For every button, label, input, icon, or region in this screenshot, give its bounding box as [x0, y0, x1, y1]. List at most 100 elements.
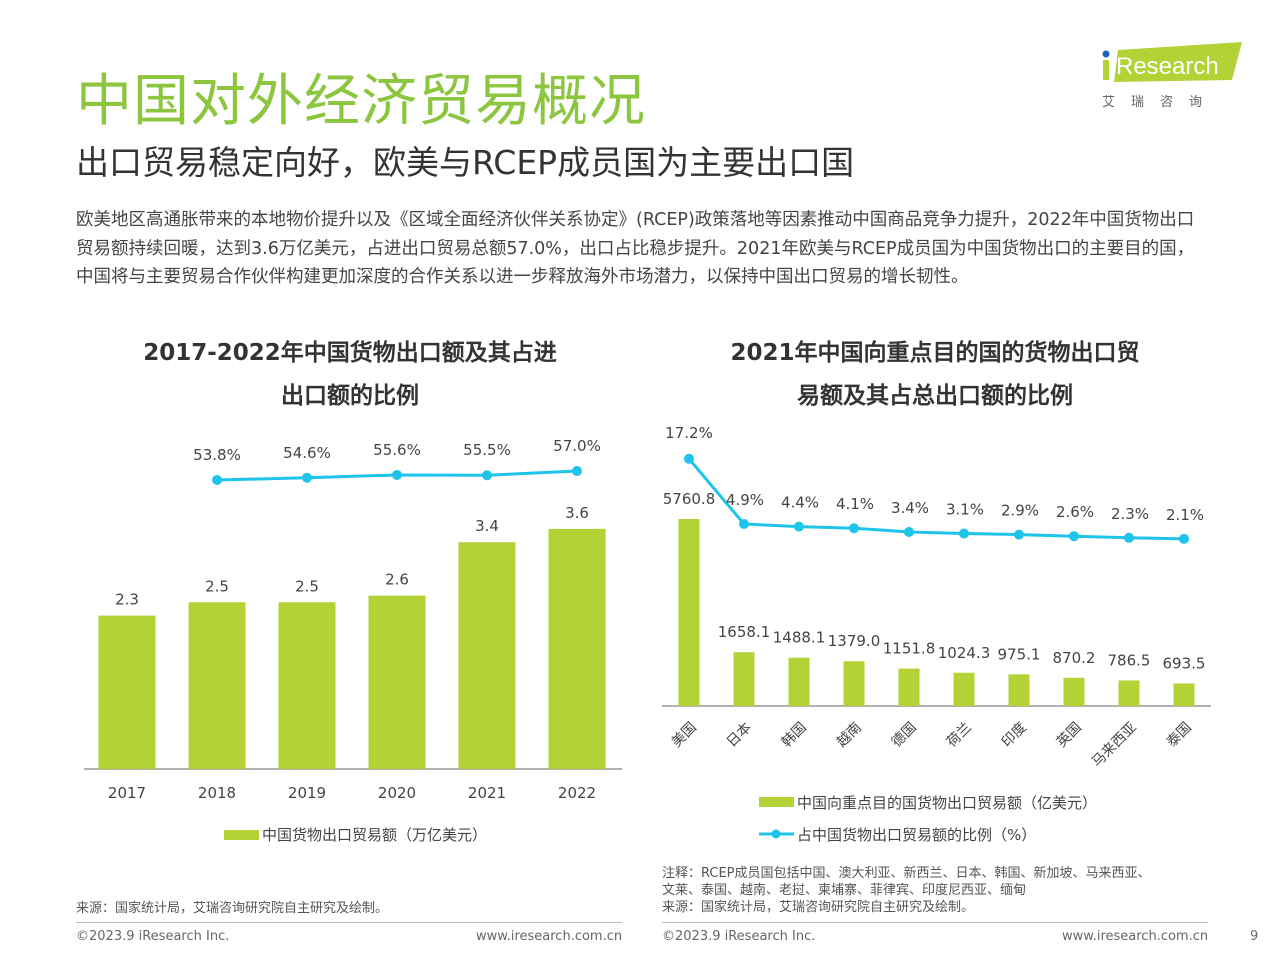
bar-label: 693.5	[1163, 654, 1206, 672]
right-source: 来源：国家统计局，艾瑞咨询研究院自主研究及绘制。	[662, 900, 975, 915]
bar	[1063, 677, 1085, 706]
line-label: 2.1%	[1166, 506, 1204, 524]
line-point	[482, 470, 492, 481]
legend-marker	[771, 829, 781, 839]
legend-swatch	[759, 797, 794, 807]
x-tick-label: 2022	[558, 784, 596, 802]
page-title: 中国对外经济贸易概况	[76, 69, 646, 134]
bar-label: 1488.1	[773, 629, 826, 647]
line-label: 55.6%	[373, 441, 421, 459]
line-point	[212, 475, 222, 485]
title-line: 2017-2022年中国货物出口额及其占进	[143, 340, 557, 366]
line-point	[392, 469, 402, 480]
x-tick-label: 马来西亚	[1089, 720, 1140, 771]
line-point	[684, 453, 694, 464]
bar	[898, 668, 920, 706]
line-label: 2.3%	[1111, 505, 1149, 523]
bar-label: 3.6	[565, 504, 589, 522]
bar	[678, 519, 700, 706]
line-label: 3.1%	[946, 501, 984, 519]
line-label: 4.4%	[781, 494, 819, 512]
url-right[interactable]: www.iresearch.com.cn	[1062, 929, 1209, 944]
x-tick-label: 2017	[108, 784, 146, 802]
bar-label: 3.4	[475, 517, 499, 535]
iresearch-logo: Research 艾瑞咨询	[1100, 42, 1245, 112]
line-label: 57.0%	[553, 437, 601, 455]
legend-label: 占中国货物出口贸易额的比例（%）	[797, 826, 1036, 844]
right-note: 注释：RCEP成员国包括中国、澳大利亚、新西兰、日本、韩国、新加坡、马来西亚、	[662, 866, 1151, 881]
line-label: 4.1%	[836, 495, 874, 513]
svg-text:Research: Research	[1116, 53, 1219, 80]
copyright-right: ©2023.9 iResearch Inc.	[662, 929, 816, 944]
line-point	[904, 526, 914, 537]
x-tick-label: 美国	[669, 720, 700, 751]
bar-label: 975.1	[998, 645, 1041, 663]
bar	[368, 595, 426, 769]
bar	[953, 672, 975, 706]
bar	[98, 615, 156, 769]
line-series	[687, 457, 1185, 541]
copyright-left: ©2023.9 iResearch Inc.	[76, 929, 230, 944]
legend-label: 中国向重点目的国货物出口贸易额（亿美元）	[797, 794, 1097, 812]
line-point	[1069, 531, 1079, 542]
bar	[548, 528, 606, 769]
left-source: 来源：国家统计局，艾瑞咨询研究院自主研究及绘制。	[76, 901, 389, 916]
legend-label: 中国货物出口贸易额（万亿美元）	[262, 826, 487, 844]
bar	[278, 602, 336, 769]
line-label: 4.9%	[726, 491, 764, 509]
line-label: 54.6%	[283, 444, 331, 462]
x-tick-label: 德国	[889, 720, 920, 751]
legend-swatch	[224, 830, 259, 840]
line-label: 17.2%	[665, 424, 713, 442]
bar-label: 2.5	[295, 577, 319, 595]
bar	[788, 657, 810, 706]
line-label: 2.6%	[1056, 503, 1094, 521]
left-chart-title: 2017-2022年中国货物出口额及其占进 出口额的比例	[100, 332, 600, 418]
line-label: 3.4%	[891, 499, 929, 517]
x-tick-label: 日本	[724, 720, 755, 751]
bar-label: 1151.8	[883, 640, 936, 658]
x-tick-label: 韩国	[779, 720, 810, 751]
line-point	[849, 523, 859, 534]
url-left[interactable]: www.iresearch.com.cn	[476, 929, 623, 944]
right-chart-title: 2021年中国向重点目的国的货物出口贸 易额及其占总出口额的比例	[680, 332, 1190, 418]
right-note: 文莱、泰国、越南、老挝、柬埔寨、菲律宾、印度尼西亚、缅甸	[662, 883, 1027, 898]
line-point	[739, 519, 749, 529]
line-point	[794, 521, 804, 532]
line-point	[302, 472, 312, 483]
bar-label: 1379.0	[828, 632, 881, 650]
bar-label: 1658.1	[718, 623, 771, 641]
page-number: 9	[1250, 929, 1259, 944]
page-subtitle: 出口贸易稳定向好，欧美与RCEP成员国为主要出口国	[76, 143, 855, 182]
bar-label: 2.5	[205, 577, 229, 595]
bar	[1173, 683, 1195, 706]
x-tick-label: 印度	[999, 720, 1030, 751]
bar-label: 1024.3	[938, 644, 991, 662]
line-label: 2.9%	[1001, 502, 1039, 520]
bar-label: 2.3	[115, 591, 139, 609]
x-tick-label: 荷兰	[944, 720, 975, 751]
bar	[1118, 680, 1140, 706]
svg-text:艾瑞咨询: 艾瑞咨询	[1102, 95, 1218, 110]
bar	[188, 602, 246, 769]
x-tick-label: 2021	[468, 784, 506, 802]
x-tick-label: 泰国	[1164, 720, 1195, 751]
line-point	[1179, 533, 1189, 544]
bar-label: 786.5	[1108, 651, 1151, 669]
title-line: 出口额的比例	[281, 383, 419, 409]
bar-label: 2.6	[385, 571, 409, 589]
bar	[1008, 674, 1030, 706]
x-tick-label: 2019	[288, 784, 326, 802]
line-label: 55.5%	[463, 441, 511, 459]
bar-label: 5760.8	[663, 490, 716, 508]
line-point	[1124, 532, 1134, 543]
bar	[458, 542, 516, 769]
line-point	[572, 466, 582, 477]
x-tick-label: 越南	[834, 720, 865, 751]
title-line: 易额及其占总出口额的比例	[797, 383, 1073, 409]
x-tick-label: 英国	[1053, 719, 1085, 751]
bar	[733, 652, 755, 706]
line-point	[1014, 529, 1024, 540]
x-tick-label: 2018	[198, 784, 236, 802]
